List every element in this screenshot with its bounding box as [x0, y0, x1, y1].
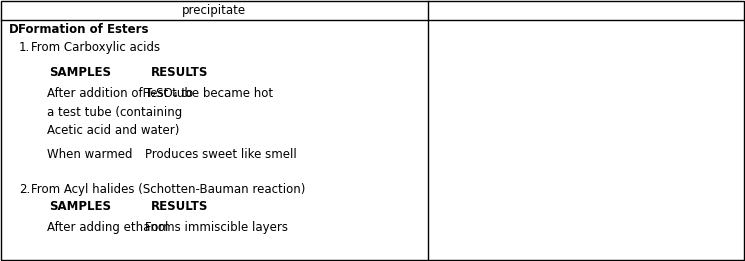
Text: Forms immiscible layers: Forms immiscible layers	[145, 221, 288, 234]
Text: SAMPLES: SAMPLES	[49, 67, 111, 80]
Text: D.: D.	[9, 23, 23, 37]
Text: When warmed: When warmed	[47, 148, 133, 161]
Text: a test tube (containing: a test tube (containing	[47, 105, 183, 118]
Text: 1.: 1.	[19, 41, 31, 54]
Text: precipitate: precipitate	[182, 4, 246, 17]
Text: Produces sweet like smell: Produces sweet like smell	[145, 148, 297, 161]
Text: RESULTS: RESULTS	[151, 67, 209, 80]
Text: Test tube became hot: Test tube became hot	[145, 87, 273, 100]
Text: SAMPLES: SAMPLES	[49, 200, 111, 213]
Text: After addition ofH₂SO₄ to: After addition ofH₂SO₄ to	[47, 87, 193, 100]
Text: RESULTS: RESULTS	[151, 200, 209, 213]
Text: From Acyl halides (Schotten-Bauman reaction): From Acyl halides (Schotten-Bauman react…	[31, 183, 305, 196]
Text: From Carboxylic acids: From Carboxylic acids	[31, 41, 160, 54]
Text: 2.: 2.	[19, 183, 31, 196]
Text: Acetic acid and water): Acetic acid and water)	[47, 124, 180, 137]
Text: After adding ethanol: After adding ethanol	[47, 221, 168, 234]
Text: Formation of Esters: Formation of Esters	[18, 23, 148, 37]
